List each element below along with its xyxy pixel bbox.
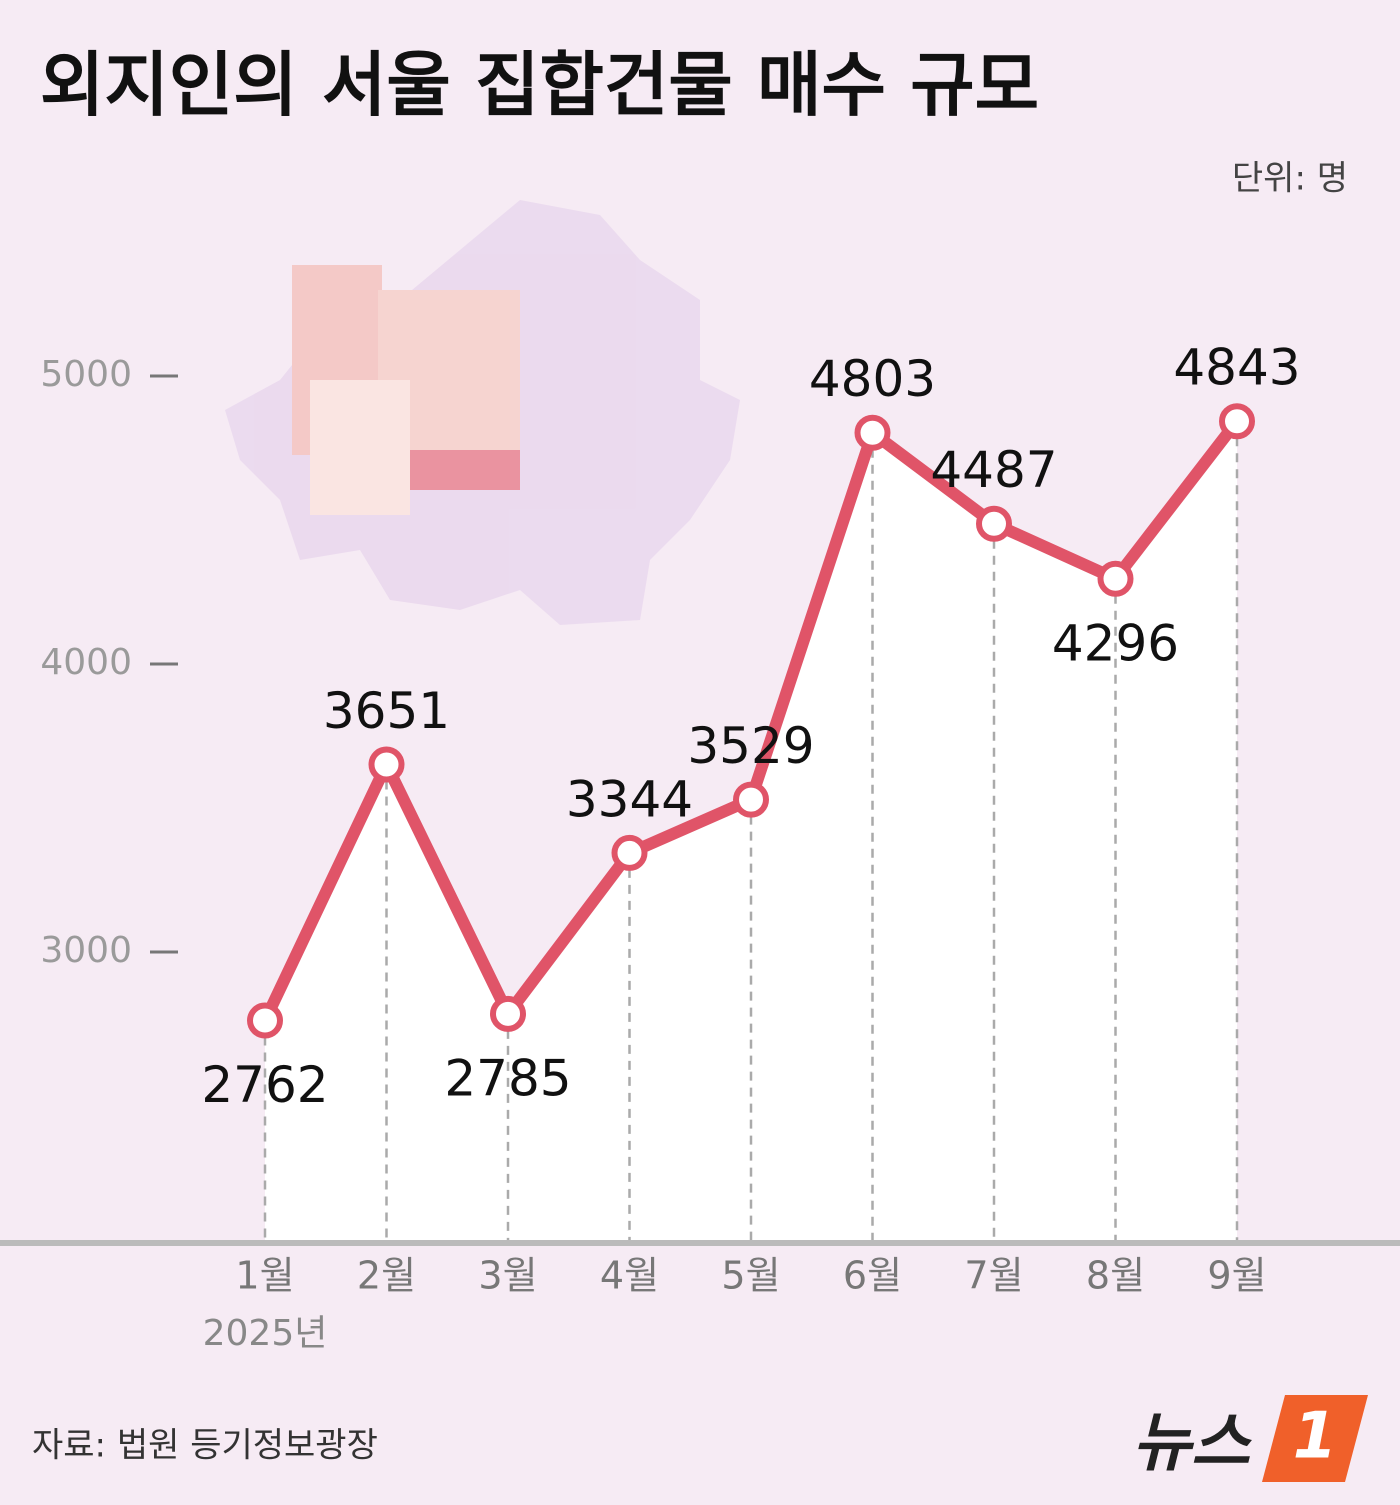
x-tick-label: 1월	[235, 1254, 294, 1298]
y-tick-label: 4000	[40, 642, 132, 683]
illustration	[225, 200, 740, 625]
data-label: 2785	[444, 1049, 571, 1107]
x-tick-label: 9월	[1207, 1254, 1266, 1298]
marker	[854, 414, 891, 451]
data-label: 4296	[1052, 614, 1179, 672]
year-label: 2025년	[203, 1313, 328, 1354]
data-label: 2762	[201, 1056, 328, 1114]
marker	[368, 746, 405, 783]
marker	[1097, 560, 1134, 597]
source: 자료: 법원 등기정보광장	[32, 1426, 378, 1466]
data-label: 3651	[323, 682, 450, 740]
marker	[1219, 403, 1255, 440]
marker	[247, 1002, 283, 1039]
marker	[733, 781, 769, 818]
x-tick-label: 5월	[721, 1254, 780, 1298]
marker	[611, 834, 648, 871]
y-tick-label: 5000	[40, 354, 132, 395]
x-tick-label: 2월	[357, 1254, 416, 1298]
data-label: 4803	[809, 350, 936, 408]
data-label: 4843	[1173, 339, 1300, 397]
y-tick-label: 3000	[40, 930, 132, 971]
data-label: 4487	[930, 441, 1057, 499]
marker	[490, 995, 526, 1032]
x-tick-label: 4월	[600, 1254, 659, 1298]
x-tick-label: 6월	[843, 1254, 902, 1298]
x-tick-label: 7월	[964, 1254, 1023, 1298]
data-label: 3529	[687, 717, 814, 775]
brand-number: 1	[1293, 1400, 1338, 1474]
unit-label: 단위: 명	[1232, 159, 1348, 199]
brand-name: 뉴스	[1132, 1407, 1252, 1481]
building	[310, 380, 410, 515]
brand-mark	[1262, 1395, 1368, 1482]
marker	[976, 505, 1012, 542]
x-tick-label: 3월	[478, 1254, 537, 1298]
chart-title: 외지인의 서울 집합건물 매수 규모	[40, 44, 1039, 126]
data-label: 3344	[566, 770, 693, 828]
x-tick-label: 8월	[1086, 1254, 1145, 1298]
